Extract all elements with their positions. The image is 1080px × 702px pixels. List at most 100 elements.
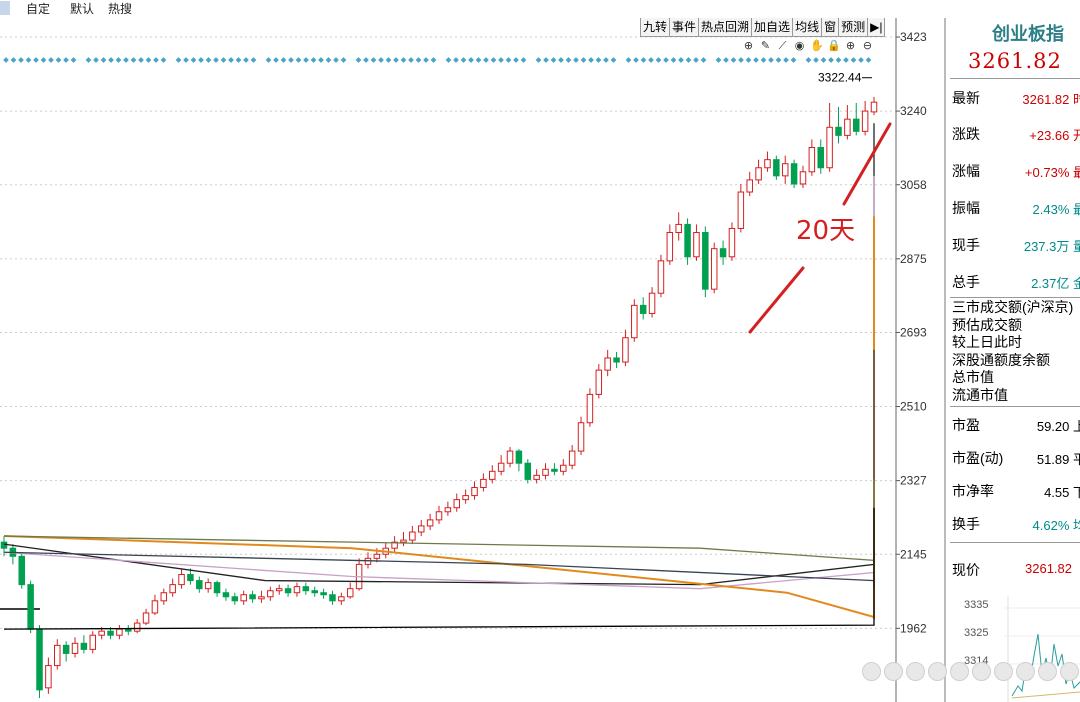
- signal-marker: [835, 57, 842, 63]
- pen-icon[interactable]: ✎: [760, 40, 771, 52]
- stat-label: 涨跌: [952, 126, 980, 142]
- divider: [950, 78, 1080, 79]
- candle-body: [870, 101, 878, 113]
- signal-marker: [655, 57, 662, 63]
- watermark-dot: [906, 662, 925, 681]
- candle-body: [160, 592, 168, 602]
- divider: [950, 542, 1080, 543]
- candle-body: [844, 118, 851, 136]
- btn-nine-turn[interactable]: 九转: [641, 18, 671, 37]
- candle-body: [648, 292, 656, 314]
- hand-icon[interactable]: ✋: [810, 40, 824, 52]
- list-item: 较上日此时: [952, 334, 1022, 350]
- candle-body: [613, 357, 620, 363]
- btn-add-watchlist[interactable]: 加自选: [752, 18, 794, 37]
- candle-body: [346, 588, 354, 598]
- y-tick-label: 3423: [900, 30, 927, 44]
- candle-body: [391, 541, 398, 549]
- candle-body: [142, 612, 150, 624]
- list-item: 预估成交额: [952, 316, 1022, 333]
- stat-label: 总手: [952, 274, 980, 290]
- signal-marker: [640, 57, 647, 63]
- candle-body: [639, 304, 647, 314]
- signal-marker: [693, 57, 699, 63]
- btn-events[interactable]: 事件: [670, 18, 700, 37]
- line-icon[interactable]: ⟋: [778, 40, 787, 52]
- candle-body: [480, 478, 487, 488]
- lock-icon[interactable]: 🔒: [827, 40, 841, 52]
- intraday-mini-chart[interactable]: 3335 3325 3314: [956, 596, 1080, 702]
- candle-body: [773, 159, 780, 177]
- valuation-row: 市盈 59.20 上: [952, 415, 1080, 435]
- candle-body: [444, 507, 452, 513]
- candle-body: [133, 622, 141, 632]
- candle-body: [151, 600, 159, 614]
- y-tick-label: 2510: [900, 400, 927, 414]
- current-price-value: 3261.82: [1025, 561, 1072, 576]
- candle-body: [533, 474, 540, 480]
- signal-marker: [783, 57, 789, 63]
- moving-average-line: [3, 507, 875, 630]
- btn-hotspot-review[interactable]: 热点回溯: [699, 18, 753, 37]
- stat-label: 涨幅: [952, 163, 980, 179]
- candle-body: [89, 634, 97, 650]
- eye-icon[interactable]: ◉: [794, 40, 805, 52]
- signal-marker: [625, 57, 632, 63]
- candle-body: [560, 464, 567, 472]
- signal-marker: [588, 57, 594, 63]
- candle-body: [409, 531, 416, 541]
- signal-marker: [760, 57, 767, 63]
- plus-icon[interactable]: ⊕: [845, 40, 856, 52]
- candle-body: [852, 118, 860, 132]
- valuation-row: 市盈(动) 51.89 平: [952, 448, 1080, 468]
- list-item: 总市值: [952, 369, 994, 385]
- candle-body: [719, 248, 727, 258]
- current-price-label: 现价: [952, 562, 980, 578]
- watermark-dot: [1016, 662, 1035, 681]
- candle-body: [302, 586, 310, 592]
- y-tick-label: 2145: [900, 547, 927, 561]
- candle-body: [417, 525, 425, 533]
- mini-tick-label: 3335: [964, 599, 988, 611]
- index-name: 创业板指: [992, 24, 1064, 44]
- btn-forecast[interactable]: 预测: [839, 18, 869, 37]
- crosshair-icon[interactable]: ⊕: [743, 40, 754, 52]
- candle-body: [551, 468, 558, 472]
- signal-marker: [513, 57, 519, 63]
- candle-body: [826, 126, 833, 169]
- candle-body: [728, 227, 736, 258]
- mini-avg-line: [1011, 691, 1080, 699]
- signal-marker: [520, 57, 527, 63]
- stat-row: 振幅 2.43% 最: [952, 198, 1080, 218]
- menu-custom[interactable]: 自定: [26, 2, 51, 16]
- quote-panel: 创业板指 3261.82 最新 3261.82 时 涨跌 +23.66 开 涨幅…: [944, 18, 1080, 702]
- btn-moving-average[interactable]: 均线: [793, 18, 823, 37]
- kline-chart-area[interactable]: 3423 3240 3058 2875 2693 2510 2327 2145 1962 3322…: [0, 18, 944, 702]
- candle-body: [18, 555, 26, 586]
- stat-label: 振幅: [952, 200, 980, 216]
- valuation-row: 市净率 4.55 下: [952, 481, 1080, 501]
- candle-body: [169, 584, 176, 594]
- watermark-dot: [862, 662, 881, 681]
- candle-body: [577, 422, 585, 452]
- signal-marker: [745, 57, 752, 63]
- candle-body: [799, 171, 807, 185]
- candle-body: [684, 223, 691, 258]
- mini-tick-label: 3325: [964, 627, 988, 639]
- btn-collapse-panel[interactable]: ▶|: [868, 18, 886, 37]
- minus-icon[interactable]: ⊖: [862, 40, 873, 52]
- signal-marker: [558, 57, 564, 63]
- btn-window[interactable]: 窗: [822, 18, 840, 37]
- candle-body: [755, 167, 762, 181]
- candle-body: [125, 628, 132, 632]
- index-price: 3261.82: [968, 49, 1062, 73]
- stat-label: 市盈: [952, 417, 980, 433]
- annotation-label: 20天: [796, 216, 855, 246]
- candlestick-chart[interactable]: 3423 3240 3058 2875 2693 2510 2327 2145 1962 3322…: [0, 18, 944, 702]
- candle-body: [808, 147, 816, 173]
- menu-default[interactable]: 默认: [70, 2, 95, 16]
- menu-hot-search[interactable]: 热搜: [108, 2, 133, 16]
- candle-body: [204, 582, 212, 590]
- candle-body: [0, 541, 8, 549]
- watermark-dot: [1060, 662, 1079, 681]
